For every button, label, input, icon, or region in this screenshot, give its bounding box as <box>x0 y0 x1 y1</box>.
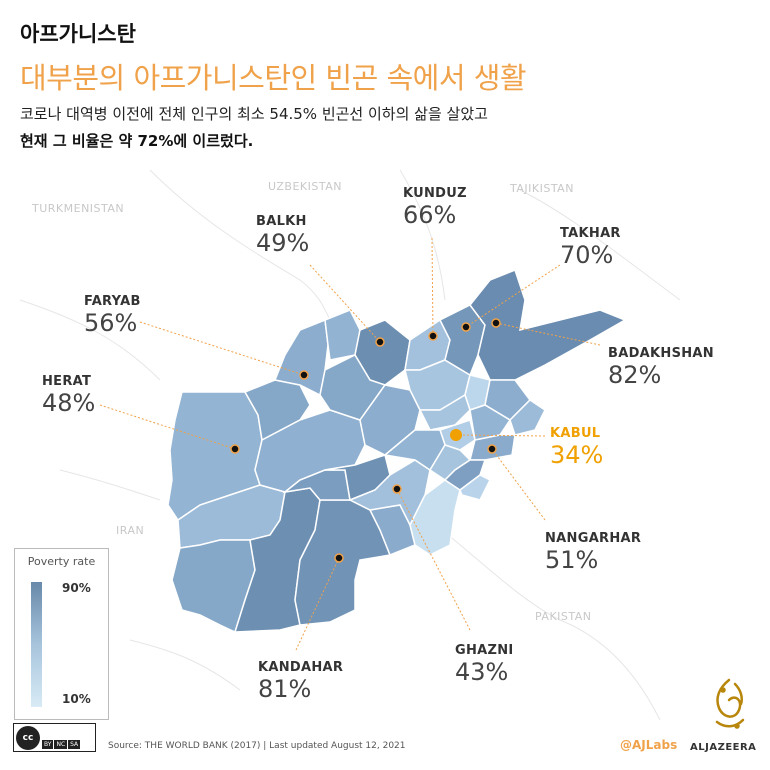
label-value: 70% <box>560 241 614 269</box>
label-badakhshan: BADAKHSHAN 82% <box>608 346 714 389</box>
label-kandahar: KANDAHAR 81% <box>258 660 343 703</box>
label-value: 49% <box>256 229 310 257</box>
page-title: 아프가니스탄 <box>20 22 136 46</box>
label-name: KUNDUZ <box>403 186 467 201</box>
legend: Poverty rate 90% 10% <box>14 548 109 720</box>
label-value: 48% <box>42 389 96 417</box>
cc-icon: cc <box>16 726 40 750</box>
label-kabul: KABUL 34% <box>550 426 603 469</box>
marker-kandahar <box>334 553 344 563</box>
legend-min-label: 10% <box>62 692 91 706</box>
label-name: KABUL <box>550 426 601 441</box>
cc-flag-by: BY <box>42 740 54 749</box>
ajlabs-handle: @AJLabs <box>620 738 678 752</box>
marker-herat <box>230 444 240 454</box>
country-label-pakistan: PAKISTAN <box>535 610 592 623</box>
label-value: 66% <box>403 201 457 229</box>
marker-kunduz <box>428 331 438 341</box>
marker-faryab <box>299 370 309 380</box>
headline: 대부분의 아프가니스탄인 빈곤 속에서 생활 <box>20 61 527 95</box>
afghanistan-provinces <box>167 269 627 634</box>
label-takhar: TAKHAR 70% <box>560 226 621 269</box>
aljazeera-logo-icon <box>715 678 745 729</box>
label-ghazni: GHAZNI 43% <box>455 643 514 686</box>
label-name: NANGARHAR <box>545 531 642 546</box>
subtitle-line-1: 코로나 대역병 이전에 전체 인구의 최소 54.5% 빈곤선 이하의 삶을 살… <box>20 105 488 123</box>
province-paktika <box>409 479 461 556</box>
aljazeera-brand: ALJAZEERA <box>690 742 757 753</box>
label-name: KANDAHAR <box>258 660 344 675</box>
subtitle-line-2: 현재 그 비율은 약 72%에 이르렀다. <box>20 132 254 150</box>
legend-max-label: 90% <box>62 581 91 595</box>
label-value: 82% <box>608 361 662 389</box>
label-name: GHAZNI <box>455 643 514 658</box>
country-label-tajikistan: TAJIKISTAN <box>510 182 574 195</box>
label-balkh: BALKH 49% <box>256 214 309 257</box>
label-name: HERAT <box>42 374 92 389</box>
province-badakhshan <box>469 269 627 381</box>
legend-gradient <box>31 582 42 707</box>
marker-kabul <box>450 429 462 441</box>
source-note: Source: THE WORLD BANK (2017) | Last upd… <box>108 741 406 751</box>
label-name: FARYAB <box>84 294 141 309</box>
label-value: 56% <box>84 309 138 337</box>
leader-lines <box>99 237 601 651</box>
province-markers <box>230 318 501 563</box>
label-nangarhar: NANGARHAR 51% <box>545 531 641 574</box>
province-laghman <box>469 404 512 441</box>
country-label-iran: IRAN <box>116 524 145 537</box>
marker-takhar <box>461 322 471 332</box>
label-herat: HERAT 48% <box>42 374 95 417</box>
marker-ghazni <box>392 484 402 494</box>
marker-nangarhar <box>487 444 497 454</box>
marker-badakhshan <box>491 318 501 328</box>
label-faryab: FARYAB 56% <box>84 294 141 337</box>
cc-flag-sa: SA <box>68 740 81 749</box>
province-khost <box>459 474 492 501</box>
country-label-uzbekistan: UZBEKISTAN <box>268 180 342 193</box>
neighbor-borders <box>19 169 681 721</box>
label-kunduz: KUNDUZ 66% <box>403 186 467 229</box>
label-value: 43% <box>455 658 509 686</box>
label-value: 81% <box>258 675 312 703</box>
cc-flag-nc: NC <box>54 740 68 749</box>
label-value: 34% <box>550 441 604 469</box>
creative-commons-badge: cc BY NC SA <box>13 723 96 752</box>
marker-balkh <box>375 337 385 347</box>
legend-title: Poverty rate <box>27 555 96 568</box>
country-label-turkmenistan: TURKMENISTAN <box>32 202 125 215</box>
label-name: TAKHAR <box>560 226 621 241</box>
label-value: 51% <box>545 546 599 574</box>
label-name: BALKH <box>256 214 307 229</box>
label-name: BADAKHSHAN <box>608 346 714 361</box>
province-kunar <box>509 399 546 436</box>
